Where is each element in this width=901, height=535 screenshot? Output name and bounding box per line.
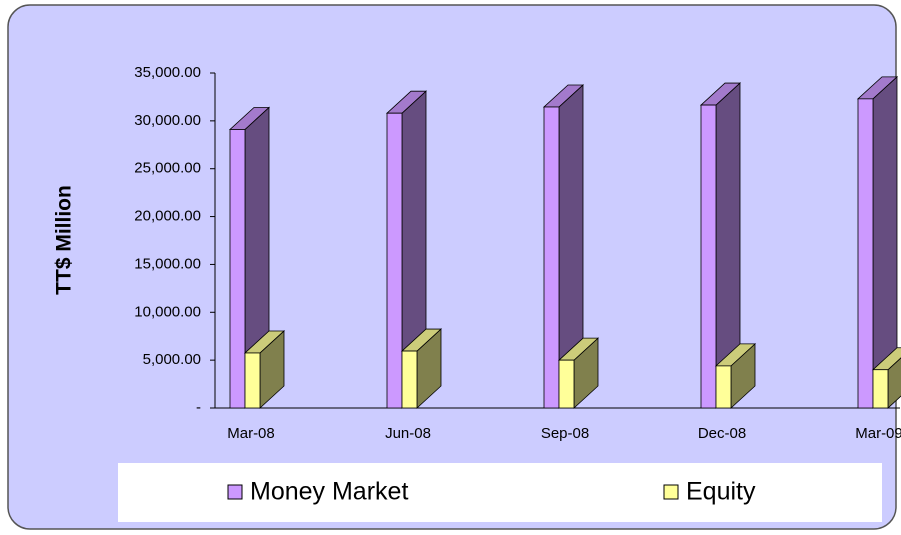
bar-front — [543, 106, 560, 409]
y-axis-title: TT$ Million — [53, 185, 76, 295]
bar — [385, 90, 428, 409]
bar-front — [558, 359, 575, 409]
legend-swatch — [227, 484, 243, 500]
bar-front — [700, 104, 717, 409]
bar — [400, 328, 443, 409]
y-tick-label: 35,000.00 — [134, 64, 201, 81]
y-tick-label: 25,000.00 — [134, 160, 201, 177]
bar — [542, 84, 585, 409]
bar — [871, 347, 901, 409]
x-tick-label: Dec-08 — [698, 425, 746, 442]
y-tick-label: 15,000.00 — [134, 255, 201, 272]
bar-front — [386, 112, 403, 409]
bar-front — [244, 352, 261, 409]
y-tick-label: 10,000.00 — [134, 303, 201, 320]
legend-label: Money Market — [250, 478, 408, 506]
x-tick-label: Jun-08 — [385, 425, 431, 442]
legend — [118, 463, 882, 522]
y-tick-label: - — [196, 399, 201, 416]
x-tick-label: Mar-08 — [227, 425, 275, 442]
x-tick-label: Sep-08 — [541, 425, 589, 442]
bar-front — [715, 365, 732, 409]
bar-front — [401, 350, 418, 409]
bar — [557, 337, 600, 409]
bar — [714, 342, 757, 409]
y-tick-label: 5,000.00 — [143, 351, 201, 368]
x-tick-label: Mar-09 — [855, 425, 901, 442]
y-tick-label: 20,000.00 — [134, 208, 201, 225]
legend-label: Equity — [686, 478, 756, 506]
legend-swatch — [663, 484, 679, 500]
y-tick-label: 30,000.00 — [134, 112, 201, 129]
bar-front — [857, 98, 874, 409]
bar — [243, 330, 286, 409]
bar — [856, 75, 899, 409]
bar-front — [872, 369, 889, 409]
bar-front — [229, 129, 246, 409]
